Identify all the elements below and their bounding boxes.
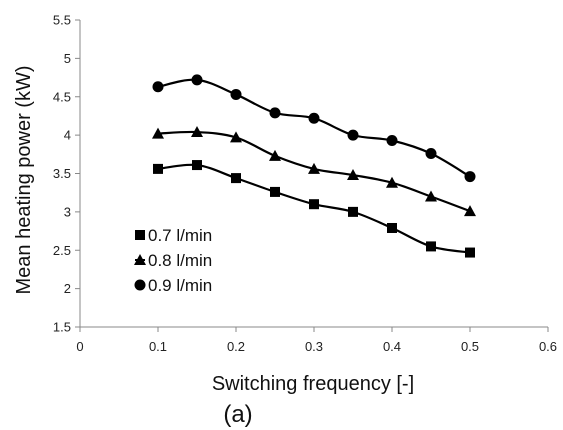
y-tick-label: 3 [64,204,71,219]
data-point [153,163,163,174]
y-tick-label: 5 [64,51,71,66]
data-point [348,206,358,217]
axes: 1.5 2 2.5 3 3.5 4 4.5 5 5.5 0 0.1 0.2 0.3 0.4 0.5 0.6 [53,13,557,355]
legend-label: 0.7 l/min [148,226,212,245]
y-tick-label: 4 [64,128,71,143]
data-point [464,205,476,217]
x-tick-label: 0.4 [383,339,401,354]
data-point [425,190,437,202]
series-3 [152,74,476,183]
data-point [192,160,202,171]
x-tick-label: 0.6 [539,339,557,354]
x-tick-label: 0.3 [305,339,323,354]
data-point [230,88,242,100]
series-line [157,78,471,178]
y-tick-label: 5.5 [53,13,71,28]
legend-label: 0.9 l/min [148,276,212,295]
data-point [347,169,359,181]
y-tick-label: 2 [64,281,71,296]
data-point [230,131,242,143]
legend-marker [134,254,146,265]
legend-marker [135,230,145,240]
y-axis-title: Mean heating power (kW) [13,66,35,295]
data-point [191,126,203,138]
legend-item: 0.7 l/min [135,226,212,245]
data-point [387,222,397,233]
x-tick-label: 0.5 [461,339,479,354]
data-point [465,247,475,258]
y-tick-label: 2.5 [53,243,71,258]
data-point [386,134,398,146]
data-point [269,149,281,161]
data-point [308,162,320,174]
figure-caption: (a) [223,401,252,428]
data-point [425,148,437,160]
data-point [270,186,280,197]
x-tick-label: 0 [76,339,83,354]
y-tick-label: 3.5 [53,166,71,181]
legend: 0.7 l/min 0.8 l/min 0.9 l/min [134,226,212,295]
data-point [152,81,164,93]
series-2 [152,126,476,217]
y-tick-label: 1.5 [53,320,71,335]
data-point [152,127,164,139]
data-point [308,112,320,124]
legend-marker [134,279,146,291]
data-point [231,173,241,184]
legend-item: 0.9 l/min [134,276,212,295]
data-point [464,171,476,183]
x-tick-label: 0.1 [149,339,167,354]
x-axis-title: Switching frequency [-] [212,373,414,395]
data-point [386,176,398,188]
data-point [347,129,359,141]
legend-label: 0.8 l/min [148,251,212,270]
data-point [191,74,203,86]
data-point [309,199,319,210]
series-group [152,74,476,258]
data-point [269,107,281,119]
x-tick-label: 0.2 [227,339,245,354]
legend-item: 0.8 l/min [134,251,212,270]
y-tick-label: 4.5 [53,89,71,104]
data-point [426,241,436,252]
series-1 [153,160,475,258]
